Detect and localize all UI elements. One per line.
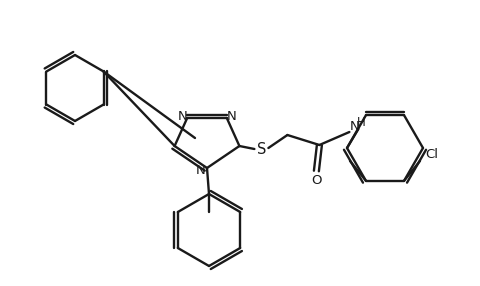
Text: S: S xyxy=(257,142,266,156)
Text: N: N xyxy=(227,110,237,124)
Text: N: N xyxy=(196,164,206,176)
Text: N: N xyxy=(177,110,187,124)
Text: H: H xyxy=(357,116,366,128)
Text: Cl: Cl xyxy=(425,148,439,161)
Text: N: N xyxy=(349,120,359,134)
Text: O: O xyxy=(311,174,322,188)
